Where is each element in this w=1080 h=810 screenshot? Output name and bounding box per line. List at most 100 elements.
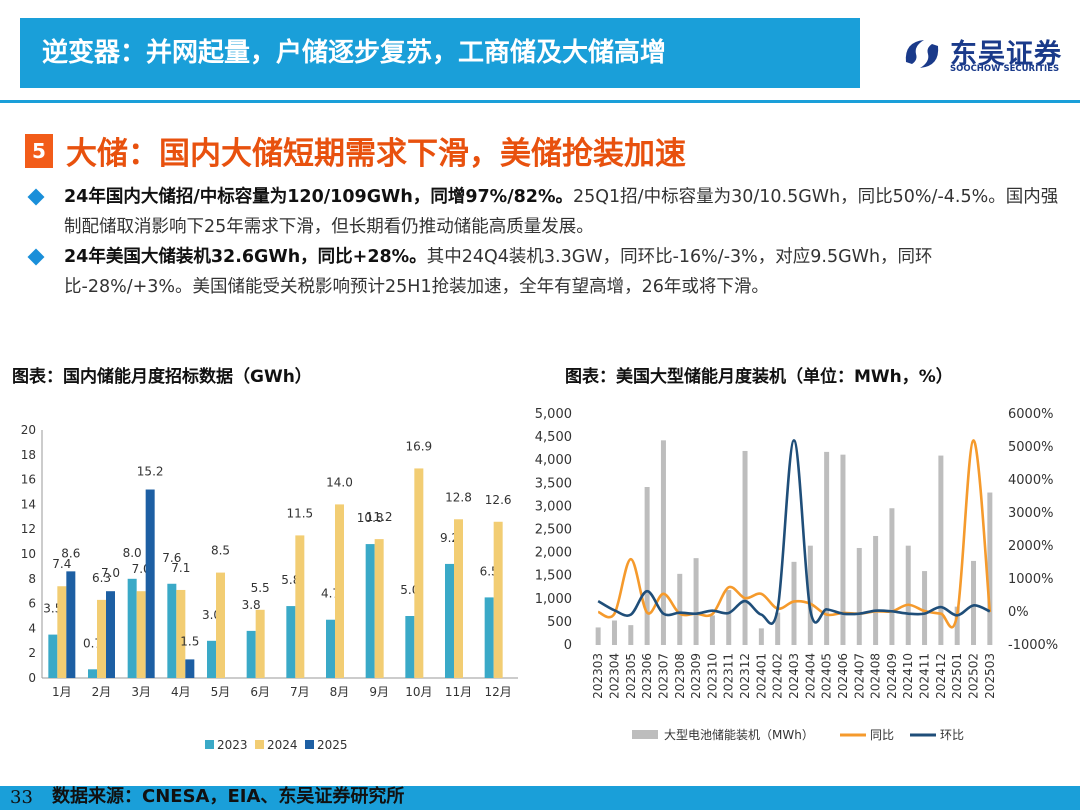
bullet-item-1: 24年国内大储招/中标容量为120/109GWh，同增97%/82%。25Q1招… (27, 182, 1060, 242)
logo-name-cn: 东吴证券 (950, 39, 1062, 70)
y-left-tick-label: 1,000 (535, 592, 572, 607)
bar (335, 504, 344, 678)
legend-swatch (305, 740, 314, 749)
bar (127, 578, 137, 678)
y-right-tick-label: 0% (1008, 605, 1029, 620)
y-right-tick-label: 5000% (1008, 440, 1053, 455)
bar (414, 468, 424, 678)
y-tick-label: 12 (21, 522, 36, 536)
section-number-badge: 5 (25, 134, 53, 168)
data-label: 10.8 (357, 511, 384, 525)
bar (856, 547, 862, 645)
bar (709, 615, 715, 645)
legend-label: 2025 (317, 738, 348, 752)
legend-swatch (255, 740, 264, 749)
bar (791, 561, 797, 645)
y-right-tick-label: 4000% (1008, 473, 1053, 488)
x-tick-label: 202310 (705, 653, 719, 699)
x-tick-label: 202401 (754, 653, 768, 699)
bar (807, 545, 813, 645)
x-tick-label: 202406 (836, 653, 850, 699)
bar (628, 625, 634, 645)
x-tick-label: 202309 (689, 653, 703, 699)
data-label: 16.9 (405, 439, 432, 453)
x-tick-label: 202306 (640, 653, 654, 699)
bar (905, 545, 911, 645)
x-tick-label: 202307 (656, 653, 670, 699)
bar (405, 616, 415, 678)
bar (88, 669, 97, 678)
y-tick-label: 18 (21, 448, 36, 462)
legend-label: 2024 (267, 738, 298, 752)
x-tick-label: 202308 (673, 653, 687, 699)
bar (484, 597, 494, 678)
bar (207, 640, 216, 678)
bar (693, 558, 699, 645)
bar (758, 628, 764, 645)
x-tick-label: 202404 (803, 653, 817, 699)
y-right-tick-label: 2000% (1008, 539, 1053, 554)
legend-swatch (632, 730, 658, 739)
x-tick-label: 3月 (131, 685, 151, 699)
legend-label: 大型电池储能装机（MWh） (664, 727, 814, 742)
y-right-tick-label: -1000% (1008, 638, 1058, 653)
data-label: 11.5 (286, 506, 313, 520)
data-label: 6.3 (92, 571, 111, 585)
bar (938, 455, 944, 645)
header-banner: 逆变器：并网起量，户储逐步复苏，工商储及大储高增 (20, 18, 860, 88)
x-tick-label: 202503 (983, 653, 997, 699)
bullet-item-2: 24年美国大储装机32.6GWh，同比+28%。其中24Q4装机3.3GW，同环… (27, 242, 1060, 302)
y-left-tick-label: 2,500 (535, 523, 572, 538)
logo-name-en: SOOCHOW SECURITIES (950, 64, 1060, 74)
x-tick-label: 202402 (771, 653, 785, 699)
x-tick-label: 12月 (485, 685, 512, 699)
y-tick-label: 4 (28, 621, 36, 635)
legend-label: 同比 (870, 728, 894, 742)
bar (493, 521, 503, 678)
x-tick-label: 202312 (738, 653, 752, 699)
bar (775, 612, 781, 645)
data-source: 数据来源：CNESA，EIA、东吴证券研究所 (52, 786, 405, 807)
data-label: 5.5 (251, 581, 270, 595)
x-tick-label: 202407 (852, 653, 866, 699)
data-label: 8.5 (211, 544, 230, 558)
x-tick-label: 202502 (967, 653, 981, 699)
left-chart-title: 图表：国内储能月度招标数据（GWh） (12, 367, 312, 387)
y-right-tick-label: 1000% (1008, 572, 1053, 587)
data-label: 7.4 (52, 557, 71, 571)
bar (48, 634, 58, 678)
footer-bar (0, 786, 1080, 810)
bar (595, 627, 601, 645)
bar (840, 454, 846, 645)
y-left-tick-label: 4,500 (535, 430, 572, 445)
x-tick-label: 202311 (722, 653, 736, 699)
y-left-tick-label: 500 (547, 615, 572, 630)
bar (216, 572, 225, 678)
legend-label: 2023 (217, 738, 248, 752)
y-left-tick-label: 0 (564, 638, 572, 653)
x-tick-label: 7月 (290, 685, 310, 699)
bar (176, 589, 186, 678)
y-tick-label: 20 (21, 423, 36, 437)
us-storage-chart: 0 500 1,000 1,500 2,000 2,500 3,000 3,500 4,000 4… (535, 407, 1058, 742)
company-logo: 东吴证券 SOOCHOW SECURITIES (900, 30, 1070, 80)
x-tick-label: 4月 (171, 685, 191, 699)
x-tick-label: 202403 (787, 653, 801, 699)
bar (889, 508, 895, 645)
x-tick-label: 1月 (52, 685, 72, 699)
x-tick-label: 202409 (885, 653, 899, 699)
series-line (597, 439, 991, 625)
bar (255, 609, 265, 678)
data-label: 14.0 (326, 475, 353, 489)
x-tick-label: 10月 (405, 685, 432, 699)
y-right-tick-label: 6000% (1008, 407, 1053, 422)
x-tick-label: 2月 (92, 685, 112, 699)
bar (660, 440, 666, 645)
y-tick-label: 8 (28, 572, 36, 586)
bullet-1-bold: 24年国内大储招/中标容量为120/109GWh，同增97%/82%。 (64, 187, 573, 207)
bar (106, 591, 115, 678)
bar (644, 486, 650, 645)
data-label: 15.2 (137, 465, 164, 479)
y-left-tick-label: 3,000 (535, 499, 572, 514)
y-tick-label: 2 (28, 646, 36, 660)
